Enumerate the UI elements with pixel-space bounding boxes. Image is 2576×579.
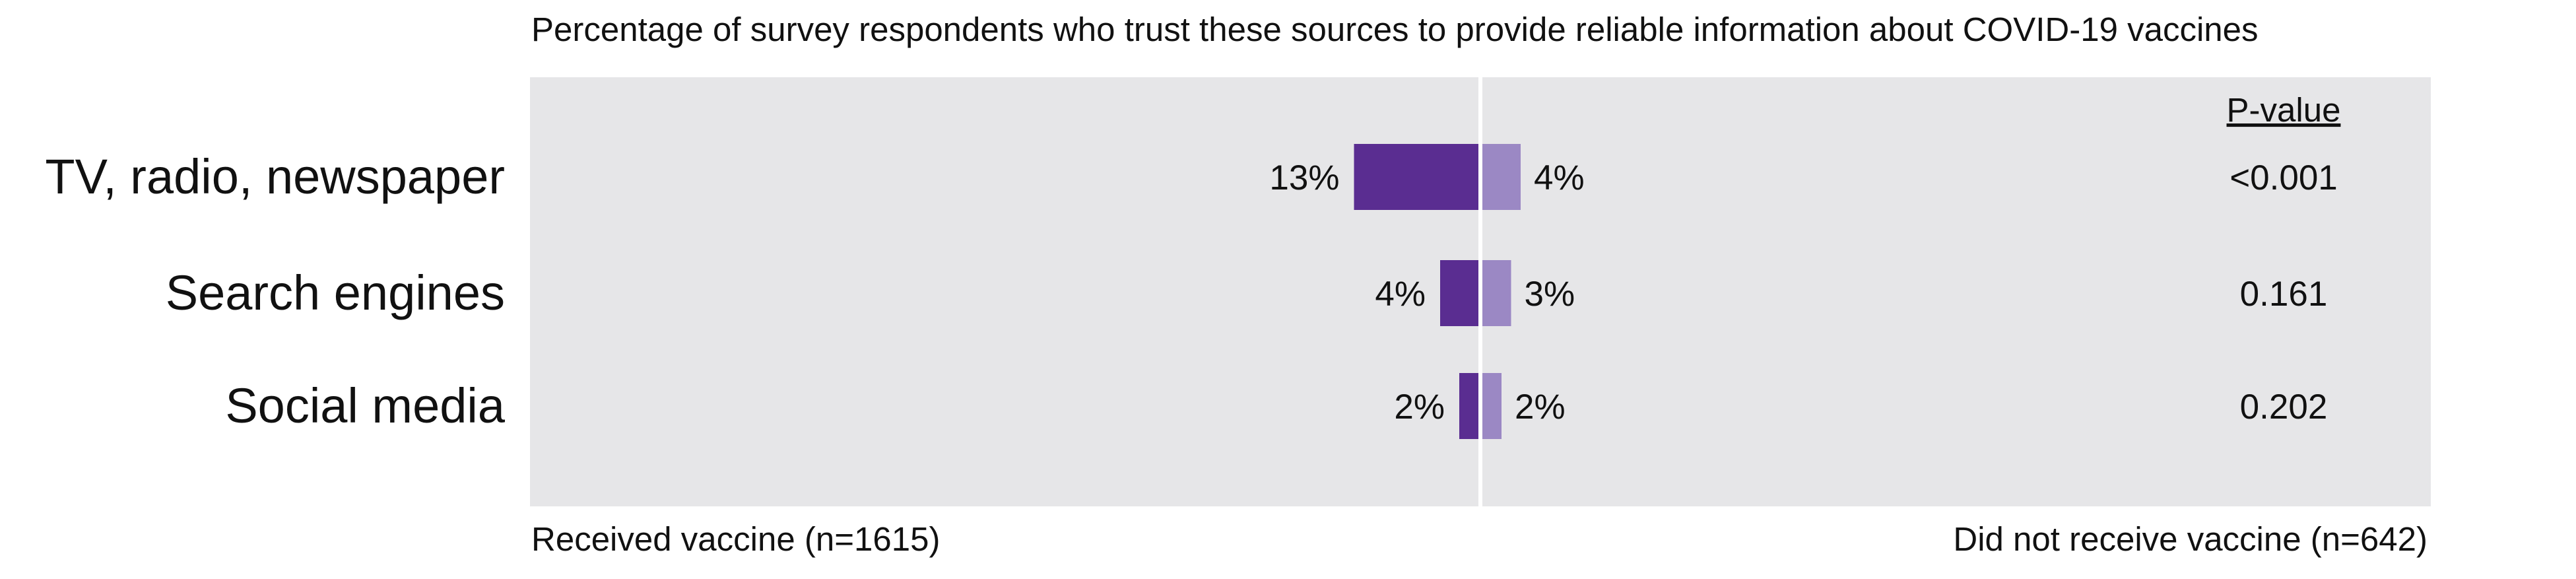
chart-title: Percentage of survey respondents who tru…: [531, 11, 2259, 48]
pvalue: 0.161: [2240, 275, 2328, 314]
legend-not-received: Did not receive vaccine (n=642): [1953, 520, 2427, 558]
bar-received: [1354, 144, 1478, 210]
data-label-received: 13%: [1269, 158, 1339, 197]
chart-rows: TV, radio, newspaper 13% 4% <0.001 Search en…: [45, 144, 2338, 439]
data-label-not-received: 4%: [1534, 158, 1585, 197]
bar-not-received: [1482, 260, 1511, 326]
data-label-not-received: 2%: [1515, 388, 1566, 426]
data-label-not-received: 3%: [1525, 275, 1575, 314]
bar-received: [1440, 260, 1478, 326]
pvalue: <0.001: [2229, 158, 2338, 197]
data-label-received: 4%: [1375, 275, 1426, 314]
pvalue-header: P-value: [2227, 91, 2341, 129]
bar-not-received: [1482, 373, 1502, 439]
pvalue: 0.202: [2240, 388, 2328, 426]
data-label-received: 2%: [1394, 388, 1445, 426]
bar-received: [1459, 373, 1478, 439]
category-label: Social media: [225, 378, 506, 433]
bar-not-received: [1482, 144, 1521, 210]
category-label: Search engines: [166, 265, 505, 320]
category-label: TV, radio, newspaper: [45, 149, 505, 204]
legend-received: Received vaccine (n=1615): [531, 520, 940, 558]
